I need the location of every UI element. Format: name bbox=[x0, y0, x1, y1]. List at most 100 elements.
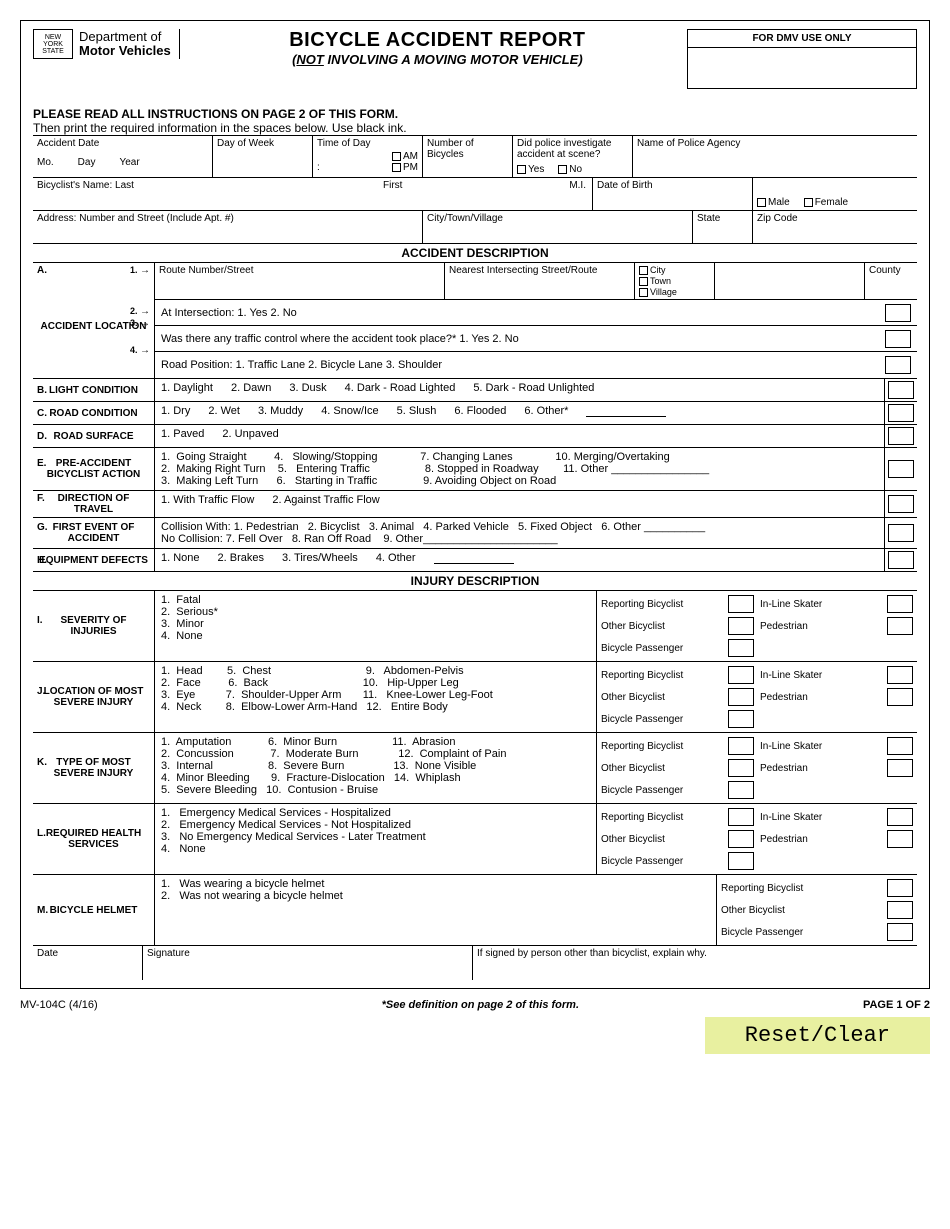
cell-police: Did police investigate accident at scene… bbox=[513, 136, 633, 177]
section-i: I.SEVERITY OF INJURIES1. Fatal2. Serious… bbox=[33, 590, 917, 661]
a-ctv: City Town Village bbox=[635, 263, 715, 299]
section-j: J.LOCATION OF MOST SEVERE INJURY1. Head … bbox=[33, 661, 917, 732]
a-route[interactable]: Route Number/Street bbox=[155, 263, 445, 299]
form-page: NEW YORK STATE Department of Motor Vehic… bbox=[20, 20, 930, 989]
row-name: Bicyclist's Name: Last First M.I. Date o… bbox=[33, 177, 917, 210]
a-r3-code[interactable] bbox=[885, 330, 911, 348]
label-g: G.FIRST EVENT OF ACCIDENT bbox=[33, 518, 155, 548]
ny-state-logo: NEW YORK STATE bbox=[33, 29, 73, 59]
section-a: A.1. → 2. → ACCIDENT LOCATION 3. → 4. → … bbox=[33, 262, 917, 378]
dmv-use-area[interactable] bbox=[688, 47, 916, 87]
a-r4-code[interactable] bbox=[885, 356, 911, 374]
header: NEW YORK STATE Department of Motor Vehic… bbox=[33, 29, 917, 89]
content-f: 1. With Traffic Flow2. Against Traffic F… bbox=[155, 491, 885, 517]
content-b: 1. Daylight2. Dawn3. Dusk4. Dark - Road … bbox=[155, 379, 885, 401]
accident-date-label: Accident Date bbox=[37, 138, 208, 149]
am-checkbox[interactable] bbox=[392, 152, 401, 161]
content-h: 1. None2. Brakes3. Tires/Wheels4. Other bbox=[155, 549, 885, 571]
section-b: B.LIGHT CONDITION1. Daylight2. Dawn3. Du… bbox=[33, 378, 917, 401]
footnote: MV-104C (4/16) *See definition on page 2… bbox=[20, 999, 930, 1011]
a-r4: Road Position: 1. Traffic Lane 2. Bicycl… bbox=[155, 352, 917, 378]
police-no-checkbox[interactable] bbox=[558, 165, 567, 174]
a-ctv-val[interactable] bbox=[715, 263, 865, 299]
cell-name[interactable]: Bicyclist's Name: Last First M.I. bbox=[33, 178, 593, 210]
form-subtitle: (NOT INVOLVING A MOVING MOTOR VEHICLE) bbox=[188, 52, 687, 67]
male-checkbox[interactable] bbox=[757, 198, 766, 207]
cell-accident-date[interactable]: Accident Date Mo. Day Year bbox=[33, 136, 213, 177]
a-county[interactable]: County bbox=[865, 263, 917, 299]
a-r3: Was there any traffic control where the … bbox=[155, 326, 917, 352]
label-h: H.EQUIPMENT DEFECTS bbox=[33, 549, 155, 571]
content-a: Route Number/Street Nearest Intersecting… bbox=[155, 263, 917, 378]
section-e: E.PRE-ACCIDENT BICYCLIST ACTION1. Going … bbox=[33, 447, 917, 490]
dmv-use-box: FOR DMV USE ONLY bbox=[687, 29, 917, 89]
form-id: MV-104C (4/16) bbox=[20, 999, 98, 1011]
section-g: G.FIRST EVENT OF ACCIDENTCollision With:… bbox=[33, 517, 917, 548]
section-m: M.BICYCLE HELMET1. Was wearing a bicycle… bbox=[33, 874, 917, 945]
a-nearest[interactable]: Nearest Intersecting Street/Route bbox=[445, 263, 635, 299]
code-f[interactable] bbox=[885, 491, 917, 517]
code-c[interactable] bbox=[885, 402, 917, 424]
section-c: C.ROAD CONDITION1. Dry2. Wet3. Muddy4. S… bbox=[33, 401, 917, 424]
a-r2-code[interactable] bbox=[885, 304, 911, 322]
instr-sub: Then print the required information in t… bbox=[33, 121, 917, 135]
cell-dob[interactable]: Date of Birth bbox=[593, 178, 753, 210]
cell-dow[interactable]: Day of Week bbox=[213, 136, 313, 177]
code-g[interactable] bbox=[885, 518, 917, 548]
dept-name: Department of Motor Vehicles bbox=[79, 30, 171, 59]
see-definition: *See definition on page 2 of this form. bbox=[98, 999, 863, 1011]
label-c: C.ROAD CONDITION bbox=[33, 402, 155, 424]
section-h: H.EQUIPMENT DEFECTS1. None2. Brakes3. Ti… bbox=[33, 548, 917, 571]
cell-city[interactable]: City/Town/Village bbox=[423, 211, 693, 243]
cell-zip[interactable]: Zip Code bbox=[753, 211, 917, 243]
dept-l1: Department of bbox=[79, 30, 171, 44]
pm-checkbox[interactable] bbox=[392, 163, 401, 172]
code-d[interactable] bbox=[885, 425, 917, 447]
row-accident-date: Accident Date Mo. Day Year Day of Week T… bbox=[33, 135, 917, 177]
reset-button[interactable]: Reset/Clear bbox=[705, 1017, 930, 1054]
section-l: L.REQUIRED HEALTH SERVICES1. Emergency M… bbox=[33, 803, 917, 874]
signature-row: Date Signature If signed by person other… bbox=[33, 945, 917, 980]
label-f: F.DIRECTION OF TRAVEL bbox=[33, 491, 155, 517]
sig-other[interactable]: If signed by person other than bicyclist… bbox=[473, 946, 917, 980]
section-f: F.DIRECTION OF TRAVEL1. With Traffic Flo… bbox=[33, 490, 917, 517]
content-e: 1. Going Straight 4. Slowing/Stopping 7.… bbox=[155, 448, 885, 490]
cell-num-bikes[interactable]: Number of Bicycles bbox=[423, 136, 513, 177]
village-checkbox[interactable] bbox=[639, 288, 648, 297]
section-k: K.TYPE OF MOST SEVERE INJURY1. Amputatio… bbox=[33, 732, 917, 803]
label-a: A.1. → 2. → ACCIDENT LOCATION 3. → 4. → bbox=[33, 263, 155, 378]
town-checkbox[interactable] bbox=[639, 277, 648, 286]
dmv-use-label: FOR DMV USE ONLY bbox=[752, 33, 851, 44]
label-b: B.LIGHT CONDITION bbox=[33, 379, 155, 401]
logo-l3: STATE bbox=[34, 48, 72, 55]
instr-bold: PLEASE READ ALL INSTRUCTIONS ON PAGE 2 O… bbox=[33, 107, 917, 121]
logo-block: NEW YORK STATE Department of Motor Vehic… bbox=[33, 29, 180, 59]
code-h[interactable] bbox=[885, 549, 917, 571]
city-checkbox[interactable] bbox=[639, 266, 648, 275]
form-title: BICYCLE ACCIDENT REPORT bbox=[188, 29, 687, 52]
dept-l2: Motor Vehicles bbox=[79, 44, 171, 58]
cell-gender: Male Female bbox=[753, 178, 917, 210]
a-r2: At Intersection: 1. Yes 2. No bbox=[155, 300, 917, 326]
logo-l1: NEW bbox=[34, 34, 72, 41]
logo-l2: YORK bbox=[34, 41, 72, 48]
section-injury-title: INJURY DESCRIPTION bbox=[33, 571, 917, 590]
police-yes-checkbox[interactable] bbox=[517, 165, 526, 174]
page-number: PAGE 1 OF 2 bbox=[863, 999, 930, 1011]
section-d: D.ROAD SURFACE1. Paved2. Unpaved bbox=[33, 424, 917, 447]
sig-date[interactable]: Date bbox=[33, 946, 143, 980]
content-c: 1. Dry2. Wet3. Muddy4. Snow/Ice5. Slush6… bbox=[155, 402, 885, 424]
content-g: Collision With: 1. Pedestrian 2. Bicycli… bbox=[155, 518, 885, 548]
code-b[interactable] bbox=[885, 379, 917, 401]
cell-tod[interactable]: Time of Day AM : PM bbox=[313, 136, 423, 177]
cell-address[interactable]: Address: Number and Street (Include Apt.… bbox=[33, 211, 423, 243]
content-d: 1. Paved2. Unpaved bbox=[155, 425, 885, 447]
label-e: E.PRE-ACCIDENT BICYCLIST ACTION bbox=[33, 448, 155, 490]
female-checkbox[interactable] bbox=[804, 198, 813, 207]
code-e[interactable] bbox=[885, 448, 917, 490]
cell-state[interactable]: State bbox=[693, 211, 753, 243]
title-block: BICYCLE ACCIDENT REPORT (NOT INVOLVING A… bbox=[188, 29, 687, 67]
cell-agency[interactable]: Name of Police Agency bbox=[633, 136, 917, 177]
sig-signature[interactable]: Signature bbox=[143, 946, 473, 980]
label-d: D.ROAD SURFACE bbox=[33, 425, 155, 447]
